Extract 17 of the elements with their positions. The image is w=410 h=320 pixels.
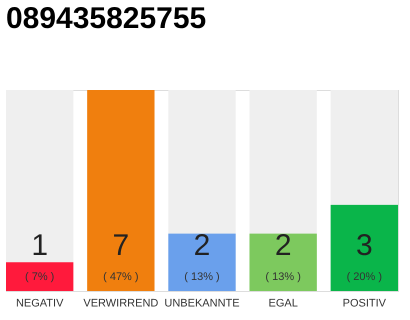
x-tick-label: VERWIRREND bbox=[83, 298, 158, 310]
x-tick-label: EGAL bbox=[268, 298, 298, 310]
data-label: 2 bbox=[194, 229, 210, 262]
annotation: ( 13% ) bbox=[265, 271, 301, 283]
x-tick-label: UNBEKANNTE bbox=[164, 298, 240, 310]
data-label: 1 bbox=[31, 229, 48, 262]
annotation: ( 47% ) bbox=[103, 271, 139, 283]
x-tick-label: POSITIV bbox=[342, 298, 387, 310]
chart-title: 089435825755 bbox=[6, 2, 206, 35]
annotation: ( 20% ) bbox=[346, 271, 382, 283]
bar bbox=[6, 262, 74, 291]
x-tick-label: NEGATIV bbox=[16, 298, 64, 310]
data-label: 7 bbox=[112, 229, 130, 262]
annotation: ( 7% ) bbox=[25, 271, 54, 283]
annotation: ( 13% ) bbox=[184, 271, 220, 283]
data-label: 2 bbox=[274, 229, 292, 262]
data-label: 3 bbox=[356, 229, 373, 262]
